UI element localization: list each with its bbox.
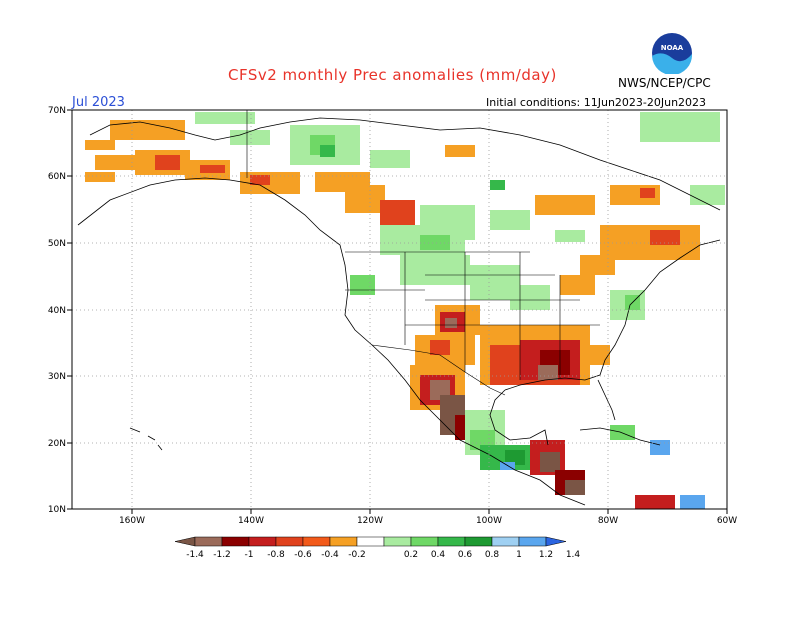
anomaly-patch xyxy=(640,188,655,198)
anomaly-patch xyxy=(490,210,530,230)
anomaly-patch xyxy=(85,140,115,150)
map-title: CFSv2 monthly Prec anomalies (mm/day) xyxy=(228,66,557,84)
legend-tick-label: -0.4 xyxy=(321,550,339,560)
anomaly-patch xyxy=(230,130,270,145)
anomaly-patch xyxy=(110,120,185,140)
anomaly-patch xyxy=(380,200,415,225)
legend-tick-label: -1.4 xyxy=(186,550,204,560)
anomaly-patch xyxy=(540,452,560,472)
y-tick-label: 10N xyxy=(48,505,66,515)
legend-swatch xyxy=(221,536,250,547)
legend-tick-label: 0.4 xyxy=(431,550,446,560)
anomaly-patch xyxy=(430,340,450,355)
x-tick-label: 160W xyxy=(119,516,145,526)
legend-tick-label: -0.6 xyxy=(294,550,312,560)
legend-swatch xyxy=(302,536,331,547)
anomaly-patch xyxy=(650,440,670,455)
political-borders xyxy=(246,110,600,396)
anomaly-patch xyxy=(400,255,470,285)
x-tick-label: 120W xyxy=(357,516,383,526)
legend-tick-label: -0.8 xyxy=(267,550,285,560)
y-tick-label: 50N xyxy=(48,239,66,249)
y-tick-label: 30N xyxy=(48,372,66,382)
legend-swatch xyxy=(356,536,385,547)
legend-tick-label: -0.2 xyxy=(348,550,366,560)
legend-arrow-low xyxy=(174,536,196,547)
anomaly-patch xyxy=(555,230,585,242)
legend-tick-label: -1.2 xyxy=(213,550,231,560)
legend-swatch xyxy=(383,536,412,547)
legend-swatch xyxy=(518,536,547,547)
initial-conditions: Initial conditions: 11Jun2023-20Jun2023 xyxy=(486,96,707,109)
gridlines xyxy=(72,110,727,509)
legend-tick-label: 1.2 xyxy=(539,550,553,560)
anomaly-patch xyxy=(250,175,270,185)
legend-tick-label: 1.4 xyxy=(566,550,581,560)
coastlines xyxy=(77,117,721,506)
axis-labels: 160W 140W 120W 100W 80W 60W 10N 20N 30N … xyxy=(48,106,737,526)
noaa-logo: NOAA xyxy=(652,33,693,74)
anomaly-patch xyxy=(510,285,550,310)
legend-swatch xyxy=(248,536,277,547)
anomaly-patch xyxy=(155,155,180,170)
anomaly-patch xyxy=(690,185,725,205)
legend-tick-label: 0.8 xyxy=(485,550,500,560)
legend-swatch xyxy=(275,536,304,547)
anomaly-patch xyxy=(350,275,375,295)
anomaly-patch xyxy=(370,150,410,168)
agency-label: NWS/NCEP/CPC xyxy=(618,76,711,90)
anomaly-patch xyxy=(610,425,635,440)
legend-tick-label: 1 xyxy=(516,550,522,560)
anomaly-patch xyxy=(535,195,595,215)
anomaly-patch xyxy=(585,345,610,365)
legend-tick-label: -1 xyxy=(245,550,254,560)
y-tick-label: 70N xyxy=(48,106,66,116)
forecast-month: Jul 2023 xyxy=(72,95,125,110)
anomaly-patch xyxy=(360,185,385,195)
anomaly-patch xyxy=(500,462,515,470)
anomaly-patch xyxy=(445,145,475,157)
anomaly-patch xyxy=(565,480,585,495)
y-tick-label: 20N xyxy=(48,439,66,449)
anomaly-field xyxy=(85,112,725,509)
legend-arrow-high xyxy=(545,536,567,547)
anomaly-patch xyxy=(680,495,705,509)
y-tick-label: 40N xyxy=(48,306,66,316)
legend-tick-label: 0.6 xyxy=(458,550,473,560)
x-tick-label: 140W xyxy=(238,516,264,526)
legend-swatch xyxy=(464,536,493,547)
anomaly-patch xyxy=(635,495,675,509)
anomaly-patch xyxy=(640,112,720,142)
legend-swatch xyxy=(410,536,439,547)
anomaly-patch xyxy=(538,365,558,380)
legend-colorbar: -1.4 -1.2 -1 -0.8 -0.6 -0.4 -0.2 0.2 0.4 0.6 0.8 1 1… xyxy=(174,536,581,560)
anomaly-patch xyxy=(85,172,115,182)
x-tick-label: 80W xyxy=(598,516,618,526)
axis-ticks xyxy=(67,109,728,514)
anomaly-patch xyxy=(320,145,335,157)
logo-text: NOAA xyxy=(661,44,684,52)
legend-tick-label: 0.2 xyxy=(404,550,418,560)
anomaly-patch xyxy=(490,180,505,190)
anomaly-patch xyxy=(445,318,457,328)
legend-swatch xyxy=(329,536,358,547)
anomaly-patch xyxy=(505,450,525,465)
anomaly-patch xyxy=(95,155,135,170)
x-tick-label: 60W xyxy=(717,516,737,526)
anomaly-patch xyxy=(580,255,615,275)
y-tick-label: 60N xyxy=(48,172,66,182)
anomaly-patch xyxy=(200,165,225,173)
anomaly-patch xyxy=(650,230,680,245)
anomaly-patch xyxy=(315,172,370,192)
legend-swatch xyxy=(437,536,466,547)
x-tick-label: 100W xyxy=(476,516,502,526)
anomaly-patch xyxy=(420,235,450,250)
legend-swatch xyxy=(491,536,520,547)
anomaly-patch xyxy=(195,112,255,124)
legend-swatch xyxy=(194,536,223,547)
anomaly-patch xyxy=(560,275,595,295)
